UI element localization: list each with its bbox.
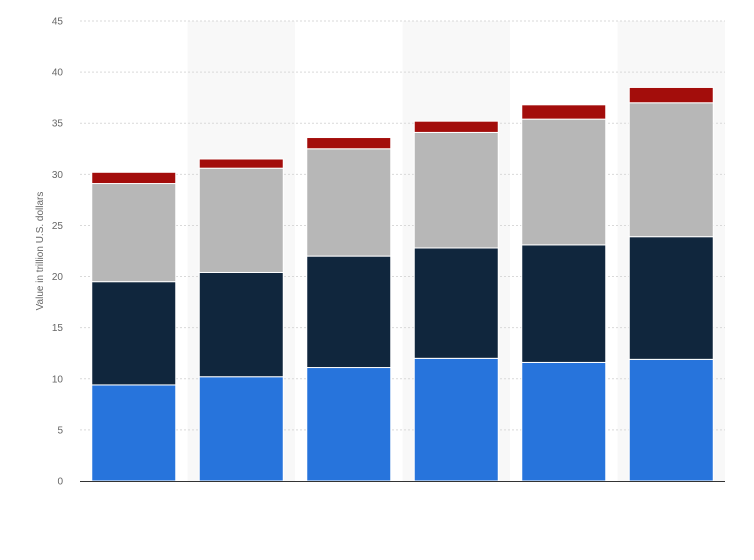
bar-segment[interactable] xyxy=(521,244,607,363)
y-axis-title: Value in trillion U.S. dollars xyxy=(35,192,46,311)
y-tick-label: 20 xyxy=(52,272,64,283)
bar-segment[interactable] xyxy=(413,247,499,359)
bar-segment[interactable] xyxy=(413,120,499,133)
bar-segment[interactable] xyxy=(628,102,714,238)
bar-segment[interactable] xyxy=(91,183,177,283)
bar-segment[interactable] xyxy=(413,357,499,482)
bar-segment[interactable] xyxy=(198,376,284,482)
bar-segment[interactable] xyxy=(413,131,499,249)
y-tick-label: 35 xyxy=(52,119,64,130)
bar-segment[interactable] xyxy=(306,148,392,257)
bar-segment[interactable] xyxy=(198,158,284,169)
y-tick-label: 30 xyxy=(52,170,64,181)
bars xyxy=(91,86,714,482)
y-tick-labels: 0 5 10 15 20 25 30 35 40 45 xyxy=(52,17,64,488)
y-tick-label: 40 xyxy=(52,68,64,79)
bar-segment[interactable] xyxy=(91,171,177,185)
bar-segment[interactable] xyxy=(628,86,714,104)
bar-segment[interactable] xyxy=(306,137,392,150)
gridlines xyxy=(80,20,725,431)
bar-segment[interactable] xyxy=(306,367,392,482)
bar-segment[interactable] xyxy=(521,361,607,482)
bar-segment[interactable] xyxy=(521,118,607,246)
y-tick-label: 15 xyxy=(52,323,64,334)
bar-segment[interactable] xyxy=(628,236,714,360)
y-tick-label: 10 xyxy=(52,374,64,385)
bar-segment[interactable] xyxy=(628,358,714,482)
y-tick-label: 0 xyxy=(57,477,63,488)
y-tick-label: 5 xyxy=(57,425,63,436)
bar-segment[interactable] xyxy=(198,167,284,273)
bar-segment[interactable] xyxy=(91,384,177,482)
bar-segment[interactable] xyxy=(91,281,177,386)
bar-segment[interactable] xyxy=(306,255,392,369)
bar-segment[interactable] xyxy=(198,271,284,378)
y-tick-label: 45 xyxy=(52,17,64,28)
bar-segment[interactable] xyxy=(521,104,607,120)
y-tick-label: 25 xyxy=(52,221,64,232)
